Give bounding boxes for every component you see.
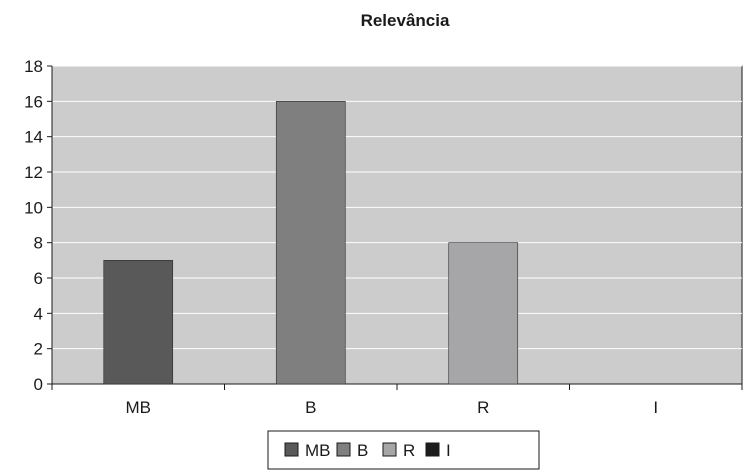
y-tick-label: 12 <box>24 163 43 182</box>
legend: MB B R I <box>267 430 540 470</box>
legend-label-i: I <box>446 441 451 460</box>
x-tick-label: R <box>477 398 489 417</box>
chart-title: Relevância <box>361 11 450 30</box>
bar-mb <box>103 260 174 385</box>
legend-label-b: B <box>357 441 368 460</box>
legend-swatch-i <box>425 442 440 457</box>
y-tick-label: 0 <box>34 375 43 394</box>
y-tick-label: 18 <box>24 57 43 76</box>
bar-r <box>448 242 519 385</box>
y-tick-label: 2 <box>34 340 43 359</box>
x-tick-label: MB <box>126 398 152 417</box>
x-tick-label: I <box>653 398 658 417</box>
y-tick-label: 8 <box>34 234 43 253</box>
legend-label-mb: MB <box>305 441 331 460</box>
legend-swatch-mb <box>284 442 299 457</box>
y-tick-label: 6 <box>34 269 43 288</box>
y-tick-label: 4 <box>34 304 43 323</box>
legend-label-r: R <box>403 441 415 460</box>
legend-swatch-b <box>336 442 351 457</box>
bar-b <box>275 101 346 385</box>
y-tick-label: 14 <box>24 128 43 147</box>
legend-swatch-r <box>382 442 397 457</box>
legend-box <box>267 430 540 470</box>
y-tick-label: 16 <box>24 92 43 111</box>
y-tick-label: 10 <box>24 198 43 217</box>
x-tick-label: B <box>305 398 316 417</box>
plot-area: 0 2 4 6 8 10 12 14 16 18 MB B R I <box>24 57 743 417</box>
